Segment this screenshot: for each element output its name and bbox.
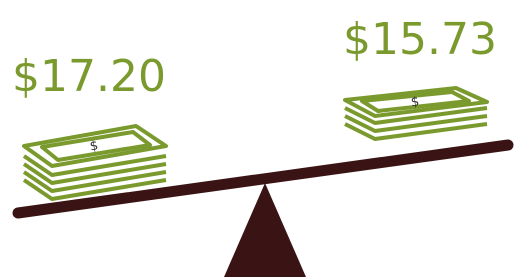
fulcrum [224, 183, 306, 277]
page: $ $ $17.20 $15.73 (() => { const data = … [0, 0, 517, 277]
right-price: $15.73 [343, 14, 497, 65]
right-money-stack: $ [345, 88, 487, 139]
illustration: $ $ $17.20 $15.73 [0, 0, 517, 277]
left-price: $17.20 [12, 51, 166, 102]
left-money-stack: $ [24, 126, 166, 199]
